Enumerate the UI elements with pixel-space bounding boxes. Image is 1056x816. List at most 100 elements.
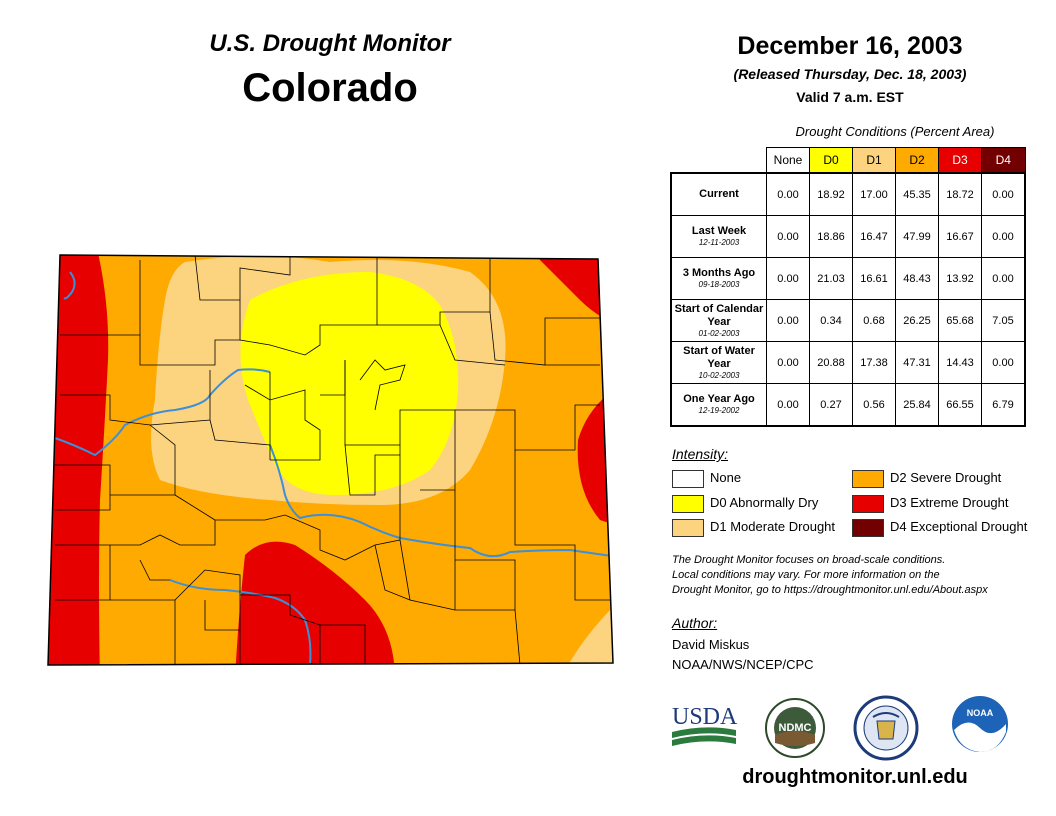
row-label-cell: Start of Calendar Year 01-02-2003: [670, 299, 767, 342]
table-cell: 0.00: [766, 257, 810, 300]
noaa-logo-text: NOAA: [967, 708, 994, 718]
legend-item-d4: D4 Exceptional Drought: [852, 518, 1027, 538]
author-title: Author:: [672, 615, 718, 631]
legend-swatch: [672, 518, 704, 537]
legend-item-none: None: [672, 469, 741, 489]
legend-swatch: [852, 518, 884, 537]
legend-title: Intensity:: [672, 446, 729, 462]
legend-label: D4 Exceptional Drought: [890, 519, 1028, 534]
legend-label: D3 Extreme Drought: [890, 495, 1009, 510]
table-cell: 66.55: [938, 383, 982, 427]
table-row: Current 0.00 18.92 17.00 45.35 18.72 0.00: [670, 172, 1026, 216]
legend-swatch: [852, 494, 884, 513]
row-date: 01-02-2003: [698, 328, 740, 338]
legend-swatch: [672, 469, 704, 488]
header-spacer: [671, 148, 767, 174]
river-rio-grande: [169, 579, 312, 665]
table-cell: 0.27: [809, 383, 853, 427]
legend-swatch: [672, 494, 704, 513]
row-label: One Year Ago: [683, 393, 755, 405]
table-caption: Drought Conditions (Percent Area): [795, 124, 995, 139]
map-title: U.S. Drought Monitor: [209, 30, 451, 57]
legend-label: None: [710, 470, 742, 485]
table-cell: 65.68: [938, 299, 982, 342]
table-cell: 0.00: [981, 172, 1026, 216]
table-cell: 0.00: [981, 215, 1026, 258]
row-label: Current: [699, 188, 739, 200]
legend-swatch: [852, 469, 884, 488]
table-cell: 0.00: [981, 257, 1026, 300]
river-yampa: [63, 271, 76, 300]
note-line: Drought Monitor, go to https://droughtmo…: [672, 584, 988, 596]
note-line: Local conditions may vary. For more info…: [672, 569, 940, 581]
commerce-seal-logo: [853, 695, 919, 761]
table-cell: 0.00: [766, 341, 810, 384]
table-cell: 0.00: [766, 215, 810, 258]
row-label-cell: Current: [670, 172, 767, 216]
table-header-row: None D0 D1 D2 D3 D4: [671, 147, 1026, 174]
table-cell: 25.84: [895, 383, 939, 427]
row-label: Start of Water Year: [683, 344, 755, 370]
table-cell: 7.05: [981, 299, 1026, 342]
table-cell: 0.00: [766, 172, 810, 216]
table-cell: 18.72: [938, 172, 982, 216]
table-cell: 48.43: [895, 257, 939, 300]
row-date: 09-18-2003: [698, 280, 740, 289]
table-cell: 47.31: [895, 341, 939, 384]
legend-label: D1 Moderate Drought: [710, 519, 836, 534]
d0-abnormally-dry-region: [240, 272, 459, 495]
county-boundaries: [55, 255, 610, 665]
table-cell: 17.00: [852, 172, 896, 216]
ndmc-logo: NDMC: [765, 698, 825, 758]
table-cell: 14.43: [938, 341, 982, 384]
river-colorado: [54, 368, 271, 457]
table-cell: 0.56: [852, 383, 896, 427]
table-cell: 0.68: [852, 299, 896, 342]
state-outline: [47, 254, 614, 666]
valid-time: Valid 7 a.m. EST: [796, 89, 904, 105]
author-name: David Miskus: [672, 637, 750, 652]
table-cell: 17.38: [852, 341, 896, 384]
drought-conditions-table: None D0 D1 D2 D3 D4 Current 0.00 18.92 17.0…: [670, 147, 1026, 427]
release-date: (Released Thursday, Dec. 18, 2003): [733, 66, 967, 82]
table-cell: 0.34: [809, 299, 853, 342]
table-cell: 16.67: [938, 215, 982, 258]
table-cell: 0.00: [981, 341, 1026, 384]
legend-item-d3: D3 Extreme Drought: [852, 494, 1009, 514]
colorado-drought-map: [47, 254, 614, 666]
row-label: 3 Months Ago: [682, 267, 756, 279]
col-header: None: [766, 147, 810, 174]
table-cell: 18.86: [809, 215, 853, 258]
table-cell: 26.25: [895, 299, 939, 342]
table-cell: 20.88: [809, 341, 853, 384]
table-cell: 0.00: [766, 383, 810, 427]
table-cell: 0.00: [766, 299, 810, 342]
legend-item-d0: D0 Abnormally Dry: [672, 494, 818, 514]
table-cell: 13.92: [938, 257, 982, 300]
legend-item-d2: D2 Severe Drought: [852, 469, 1001, 489]
table-row: Start of Calendar Year 01-02-2003 0.00 0.34…: [670, 299, 1026, 342]
legend-label: D0 Abnormally Dry: [710, 495, 819, 510]
col-header: D2: [895, 147, 939, 174]
row-date: 12-19-2002: [698, 406, 740, 415]
col-header: D1: [852, 147, 896, 174]
state-name: Colorado: [242, 66, 418, 110]
website-link[interactable]: droughtmonitor.unl.edu: [742, 766, 968, 788]
legend-item-d1: D1 Moderate Drought: [672, 518, 835, 538]
legend-label: D2 Severe Drought: [890, 470, 1002, 485]
table-row: 3 Months Ago 09-18-2003 0.00 21.03 16.61 48.4…: [670, 257, 1026, 300]
drought-monitor-note: The Drought Monitor focuses on broad-sca…: [672, 553, 1042, 598]
author-org: NOAA/NWS/NCEP/CPC: [672, 657, 814, 672]
table-cell: 16.61: [852, 257, 896, 300]
col-header: D3: [938, 147, 982, 174]
row-label-cell: Last Week 12-11-2003: [670, 215, 767, 258]
table-row: Start of Water Year 10-02-2003 0.00 20.88 17…: [670, 341, 1026, 384]
table-cell: 16.47: [852, 215, 896, 258]
row-label-cell: 3 Months Ago 09-18-2003: [670, 257, 767, 300]
table-cell: 21.03: [809, 257, 853, 300]
table-cell: 45.35: [895, 172, 939, 216]
table-cell: 18.92: [809, 172, 853, 216]
table-cell: 47.99: [895, 215, 939, 258]
row-label: Last Week: [691, 225, 747, 237]
col-header: D4: [981, 147, 1026, 174]
